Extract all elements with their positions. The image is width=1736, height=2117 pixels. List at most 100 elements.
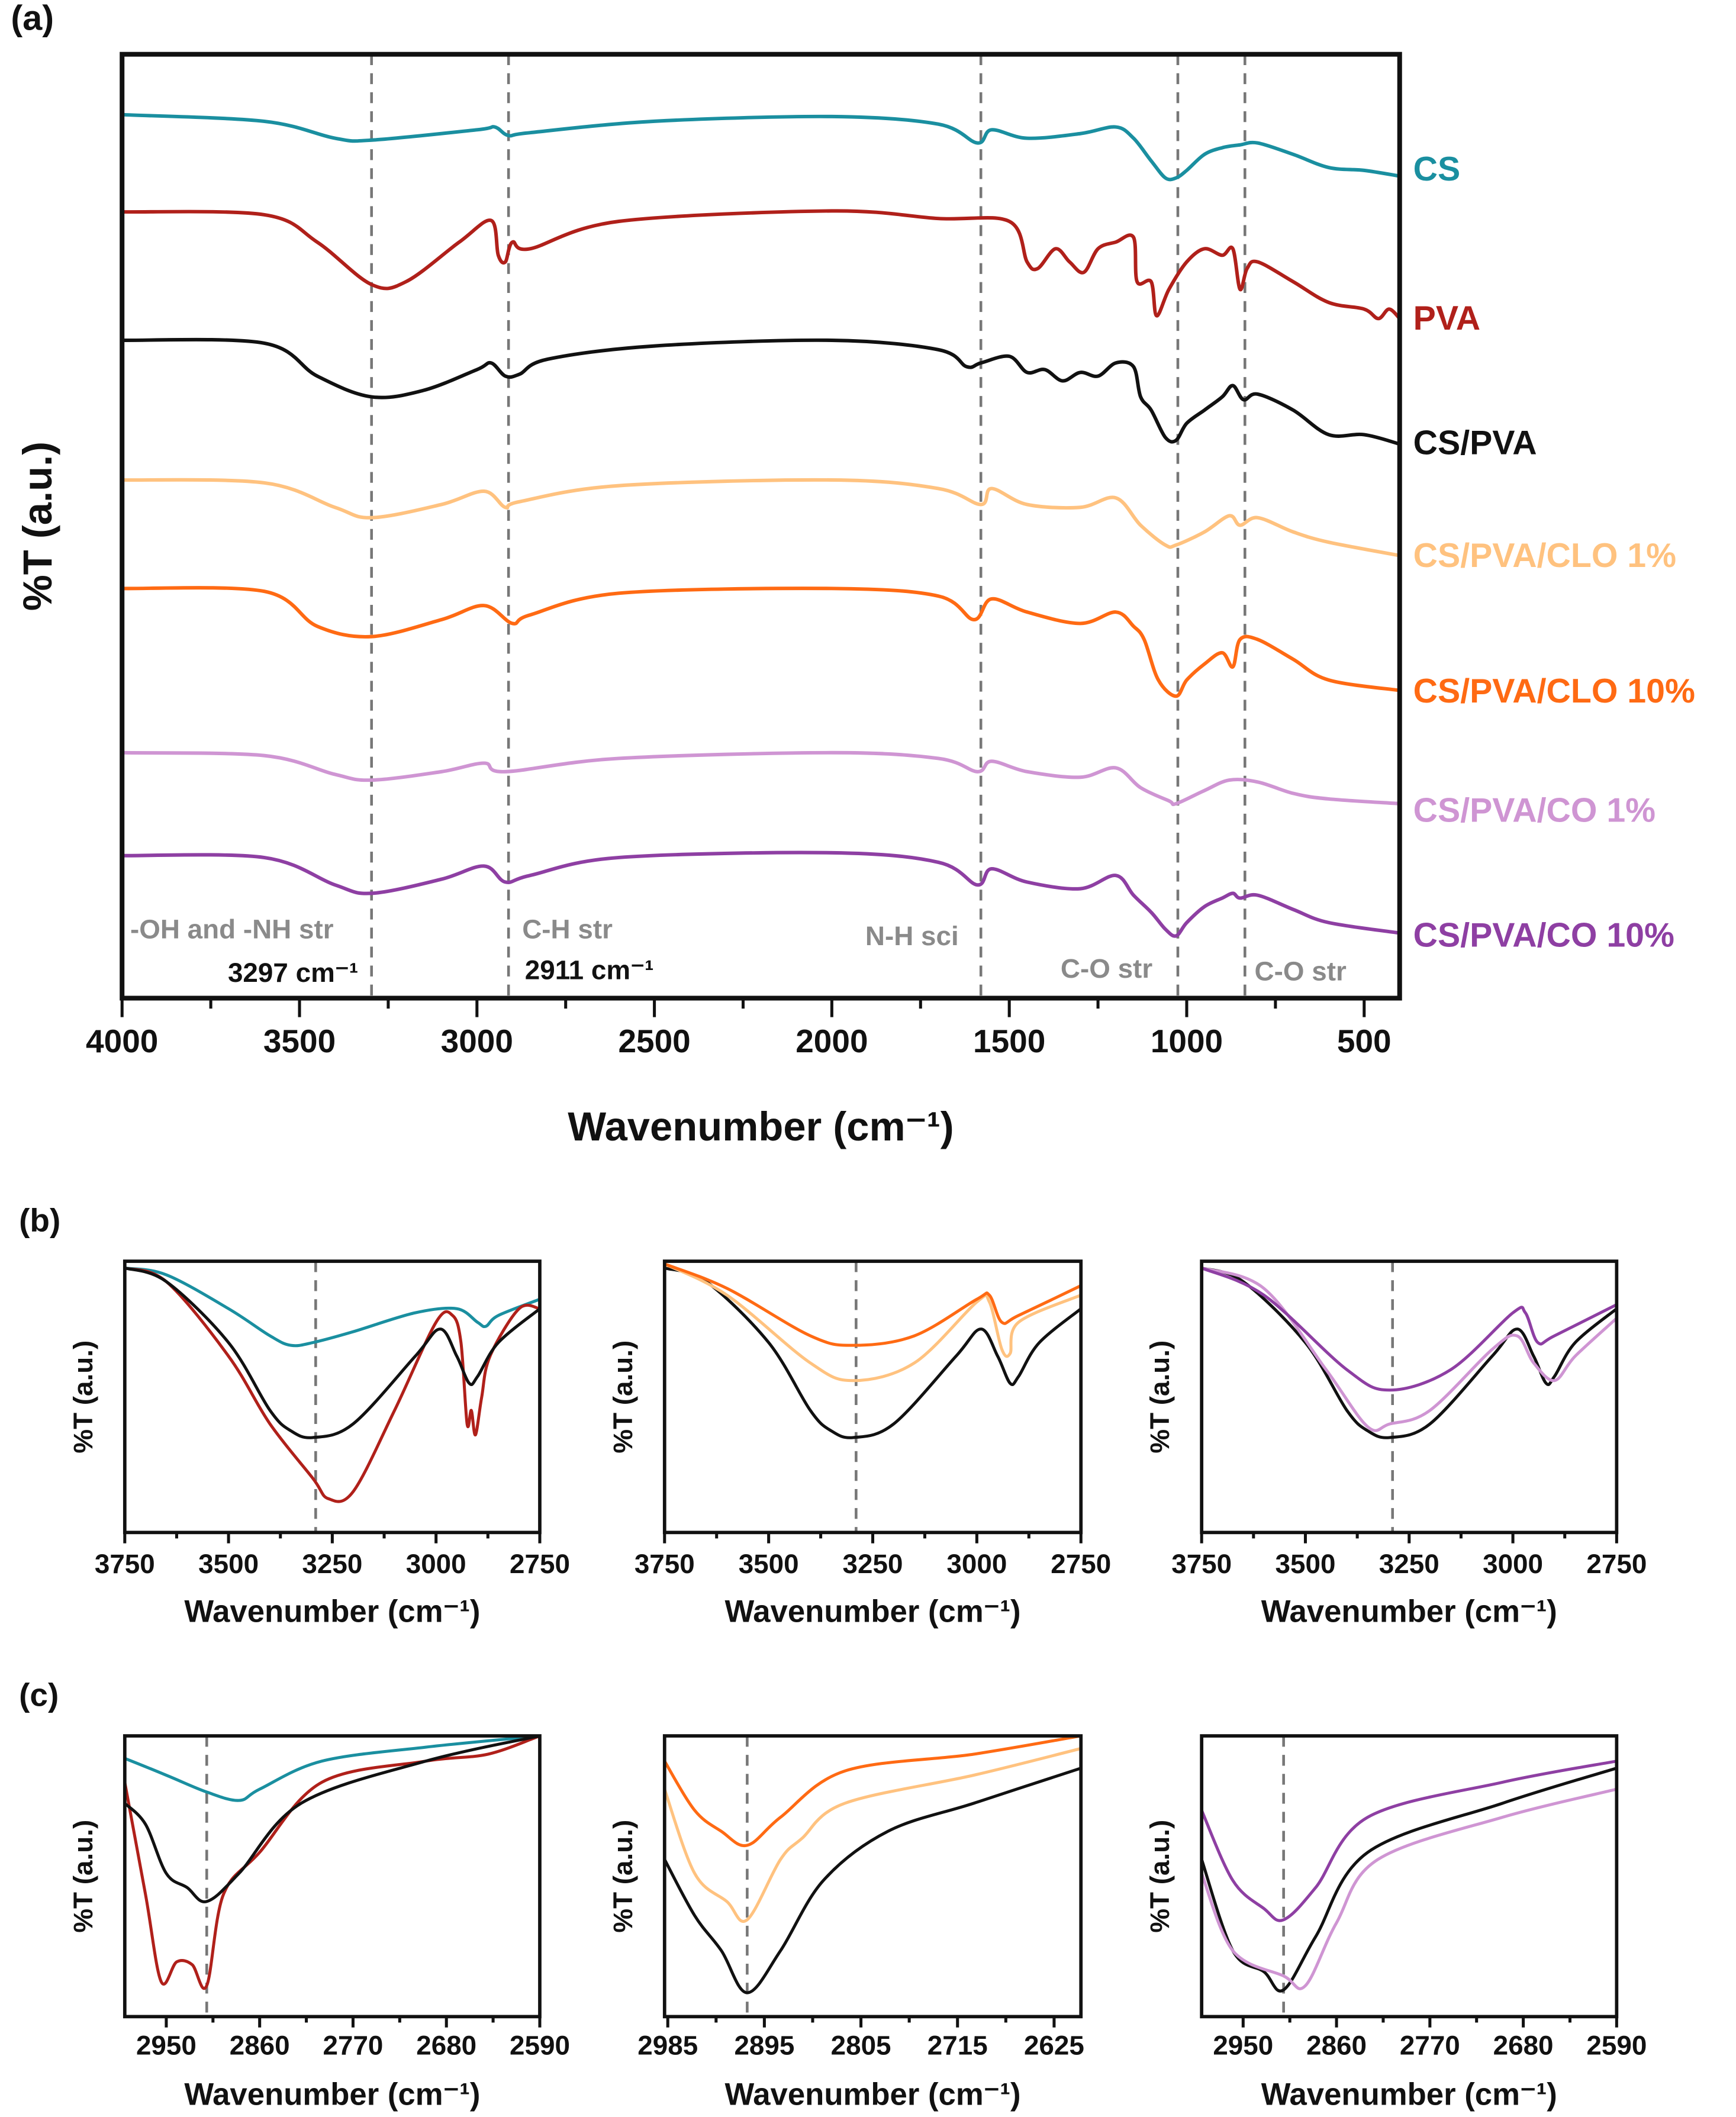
- x-tick-label: 2625: [1024, 2031, 1084, 2061]
- series-line-cs-pva: [664, 1267, 1082, 1439]
- x-axis: 3750 3500 3250 3000 2750: [95, 1532, 570, 1579]
- x-axis-title: Wavenumber (cm⁻¹): [724, 1594, 1020, 1629]
- x-tick-label: 3750: [95, 1549, 155, 1579]
- x-tick-label: 3750: [1171, 1549, 1232, 1579]
- x-tick-label: 500: [1337, 1023, 1392, 1059]
- x-tick-label: 2680: [1493, 2031, 1554, 2061]
- series-line-cs-pva: [1201, 1267, 1618, 1439]
- x-tick-label: 4000: [86, 1023, 158, 1059]
- series-line-cs-pva: [663, 1767, 1082, 1994]
- x-axis-title: Wavenumber (cm⁻¹): [724, 2077, 1020, 2112]
- x-tick-label: 3000: [441, 1023, 513, 1059]
- x-axis: 3750 3500 3250 3000 2750: [1171, 1532, 1647, 1579]
- series-label: CS/PVA/CO 10%: [1413, 916, 1674, 954]
- y-axis-title: %T (a.u.): [608, 1341, 638, 1454]
- x-tick-label: 1000: [1151, 1023, 1223, 1059]
- series-label: CS/PVA/CO 1%: [1413, 792, 1656, 830]
- peak-annotation: N-H sci: [865, 921, 959, 951]
- x-tick-label: 2000: [795, 1023, 868, 1059]
- x-tick-label: 3000: [1483, 1549, 1543, 1579]
- x-tick-label: 2590: [510, 2031, 570, 2061]
- x-tick-label: 2770: [1400, 2031, 1460, 2061]
- x-tick-label: 3250: [1379, 1549, 1439, 1579]
- panel-c1: (c) 2950 2860 2770 2680 2590 Wavenumber (cm⁻¹)…: [19, 1677, 570, 2112]
- y-axis-title: %T (a.u.): [68, 1820, 98, 1933]
- series-line-cs-pva-co-10-: [122, 850, 1400, 938]
- panel-label: (c): [19, 1677, 59, 1713]
- x-axis: 2950 2860 2770 2680 2590: [1213, 2016, 1647, 2061]
- y-axis-title: %T (a.u.): [1145, 1341, 1175, 1454]
- x-tick-label: 2860: [1306, 2031, 1367, 2061]
- series-line-cs: [122, 112, 1400, 182]
- x-axis: 2985 2895 2805 2715 2625: [637, 2016, 1084, 2061]
- x-axis: 3750 3500 3250 3000 2750: [635, 1532, 1111, 1579]
- series-label: CS/PVA/CLO 1%: [1413, 537, 1676, 575]
- peak-annotation: 2911 cm⁻¹: [525, 955, 654, 985]
- x-axis: 4000 3500 3000 2500 2000 1500 1000 500: [86, 998, 1392, 1059]
- panel-a: (a) 4000 3500 3000 2500 2000 1500 1000 500 Wavenu…: [11, 0, 1695, 1149]
- x-tick-label: 3000: [406, 1549, 466, 1579]
- series-line-cs-pva-clo-1-: [122, 478, 1400, 558]
- x-axis-title: Wavenumber (cm⁻¹): [568, 1104, 954, 1149]
- peak-annotation: C-O str: [1255, 956, 1347, 987]
- x-tick-label: 2985: [637, 2031, 698, 2061]
- x-tick-label: 3500: [198, 1549, 259, 1579]
- series-label: PVA: [1413, 299, 1481, 337]
- series-line-cs-pva-clo-1-: [663, 1747, 1081, 1923]
- x-axis-title: Wavenumber (cm⁻¹): [184, 2077, 480, 2112]
- panel-label: (a): [11, 0, 54, 37]
- series-label: CS/PVA: [1413, 424, 1537, 462]
- series-line-cs: [124, 1734, 540, 1802]
- x-tick-label: 1500: [973, 1023, 1045, 1059]
- series-line-cs-pva-clo-10-: [663, 1734, 1081, 1848]
- x-tick-label: 2680: [416, 2031, 476, 2061]
- x-tick-label: 3000: [946, 1549, 1007, 1579]
- x-tick-label: 2750: [1051, 1549, 1111, 1579]
- series-line-cs: [124, 1267, 540, 1348]
- series-line-cs-pva: [123, 1734, 540, 1903]
- panel-b2: 3750 3500 3250 3000 2750 Wavenumber (cm⁻¹) %T …: [608, 1259, 1111, 1629]
- panel-label: (b): [19, 1202, 60, 1239]
- y-axis-title: %T (a.u.): [608, 1820, 638, 1933]
- x-axis-title: Wavenumber (cm⁻¹): [184, 1594, 480, 1629]
- x-tick-label: 2715: [927, 2031, 988, 2061]
- x-tick-label: 2860: [230, 2031, 290, 2061]
- x-tick-label: 2950: [136, 2031, 197, 2061]
- series-line-cs-pva-co-1-: [122, 750, 1400, 807]
- series-line-pva: [123, 1734, 540, 1990]
- x-tick-label: 3500: [739, 1549, 799, 1579]
- x-axis: 2950 2860 2770 2680 2590: [136, 2016, 570, 2061]
- series-line-cs-pva-co-1-: [1200, 1787, 1617, 1990]
- series-label: CS: [1413, 150, 1461, 188]
- plot-frame: [123, 1734, 542, 2019]
- series-label: CS/PVA/CLO 10%: [1413, 672, 1695, 710]
- x-tick-label: 3750: [635, 1549, 695, 1579]
- x-axis-title: Wavenumber (cm⁻¹): [1261, 2077, 1557, 2112]
- x-axis-title: Wavenumber (cm⁻¹): [1261, 1594, 1557, 1629]
- series-line-cs-pva-clo-1-: [664, 1262, 1082, 1383]
- peak-annotation: -OH and -NH str: [130, 914, 334, 945]
- series-line-cs-pva-clo-10-: [122, 586, 1400, 698]
- x-tick-label: 2770: [323, 2031, 383, 2061]
- series-line-pva: [124, 1267, 540, 1503]
- y-axis-title: %T (a.u.): [68, 1341, 98, 1454]
- panel-c3: 2950 2860 2770 2680 2590 Wavenumber (cm⁻¹) %T …: [1145, 1734, 1647, 2112]
- series-line-cs-pva-co-10-: [1201, 1267, 1618, 1392]
- series-line-pva: [122, 209, 1401, 321]
- x-tick-label: 2895: [734, 2031, 794, 2061]
- y-axis-title: %T (a.u.): [1145, 1820, 1175, 1933]
- x-tick-label: 2750: [1586, 1549, 1647, 1579]
- x-tick-label: 3500: [263, 1023, 336, 1059]
- peak-annotation: C-O str: [1061, 953, 1152, 984]
- y-axis-title: %T (a.u.): [15, 442, 60, 611]
- plot-frame: [1200, 1259, 1619, 1535]
- plot-frame: [662, 1259, 1083, 1535]
- series-line-cs-pva: [124, 1267, 541, 1439]
- panel-b3: 3750 3500 3250 3000 2750 Wavenumber (cm⁻¹) %T …: [1145, 1259, 1647, 1629]
- x-tick-label: 2805: [831, 2031, 891, 2061]
- x-tick-label: 2750: [510, 1549, 570, 1579]
- x-tick-label: 2500: [618, 1023, 690, 1059]
- x-tick-label: 3250: [843, 1549, 903, 1579]
